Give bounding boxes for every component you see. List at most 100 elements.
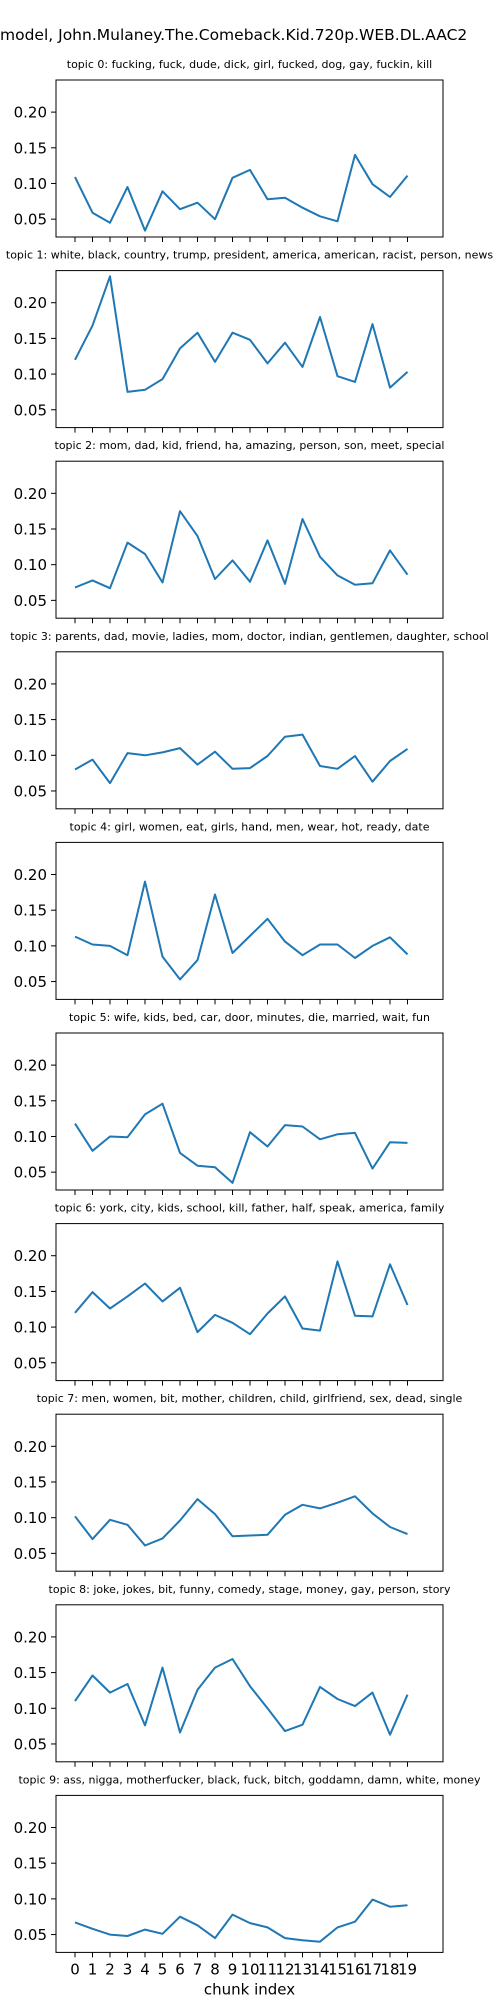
y-tick-label: 0.10: [14, 747, 47, 765]
x-tick-label: 11: [258, 1960, 277, 1978]
panel-title-0: topic 0: fucking, fuck, dude, dick, girl…: [67, 58, 432, 71]
x-tick-label: 1: [88, 1960, 98, 1978]
axes-frame-4: [56, 842, 443, 999]
x-tick-label: 14: [310, 1960, 329, 1978]
series-line-2: [75, 511, 408, 588]
y-tick-label: 0.05: [14, 782, 47, 800]
series-line-1: [75, 276, 408, 392]
x-tick-label: 4: [140, 1960, 150, 1978]
topic-panel-7: topic 7: men, women, bit, mother, childr…: [14, 1392, 463, 1576]
y-tick-label: 0.20: [14, 294, 47, 312]
y-tick-label: 0.15: [14, 1092, 47, 1110]
y-tick-label: 0.20: [14, 485, 47, 503]
axes-frame-3: [56, 652, 443, 809]
topic-panel-5: topic 5: wife, kids, bed, car, door, min…: [14, 1011, 443, 1195]
y-tick-label: 0.15: [14, 520, 47, 538]
topic-panel-6: topic 6: york, city, kids, school, kill,…: [14, 1202, 445, 1386]
topic-panel-4: topic 4: girl, women, eat, girls, hand, …: [14, 820, 443, 1004]
y-tick-label: 0.20: [14, 675, 47, 693]
topic-panel-3: topic 3: parents, dad, movie, ladies, mo…: [10, 630, 488, 814]
y-tick-label: 0.10: [14, 366, 47, 384]
y-tick-label: 0.10: [14, 1509, 47, 1527]
panel-title-6: topic 6: york, city, kids, school, kill,…: [55, 1202, 445, 1215]
axes-frame-5: [56, 1033, 443, 1190]
x-tick-label: 18: [380, 1960, 399, 1978]
y-tick-label: 0.15: [14, 330, 47, 348]
axes-frame-2: [56, 461, 443, 618]
y-tick-label: 0.15: [14, 1473, 47, 1491]
axes-frame-9: [56, 1795, 443, 1952]
y-tick-label: 0.05: [14, 1545, 47, 1563]
y-tick-label: 0.20: [14, 104, 47, 122]
series-line-8: [75, 1659, 408, 1735]
panel-title-9: topic 9: ass, nigga, motherfucker, black…: [18, 1773, 481, 1786]
x-tick-label: 19: [398, 1960, 417, 1978]
y-tick-label: 0.20: [14, 1057, 47, 1075]
topic-panel-2: topic 2: mom, dad, kid, friend, ha, amaz…: [14, 439, 445, 623]
y-tick-label: 0.05: [14, 401, 47, 419]
y-tick-label: 0.10: [14, 937, 47, 955]
x-tick-label: 6: [175, 1960, 185, 1978]
x-tick-label: 0: [70, 1960, 80, 1978]
y-tick-label: 0.20: [14, 1438, 47, 1456]
y-tick-label: 0.15: [14, 902, 47, 920]
x-tick-label: 13: [293, 1960, 312, 1978]
y-tick-label: 0.10: [14, 175, 47, 193]
series-line-4: [75, 882, 408, 980]
x-tick-label: 15: [328, 1960, 347, 1978]
y-tick-label: 0.15: [14, 1283, 47, 1301]
y-tick-label: 0.10: [14, 1319, 47, 1337]
y-tick-label: 0.20: [14, 1819, 47, 1837]
panel-title-1: topic 1: white, black, country, trump, p…: [6, 249, 493, 262]
axes-frame-7: [56, 1414, 443, 1571]
y-tick-label: 0.05: [14, 973, 47, 991]
y-tick-label: 0.05: [14, 1354, 47, 1372]
x-tick-label: 9: [228, 1960, 238, 1978]
x-tick-label: 17: [363, 1960, 382, 1978]
y-tick-label: 0.10: [14, 1128, 47, 1146]
y-tick-label: 0.05: [14, 1735, 47, 1753]
x-tick-label: 12: [275, 1960, 294, 1978]
axes-frame-8: [56, 1605, 443, 1762]
series-line-7: [75, 1496, 408, 1545]
panel-title-8: topic 8: joke, jokes, bit, funny, comedy…: [49, 1583, 451, 1596]
series-line-0: [75, 155, 408, 231]
x-tick-label: 7: [193, 1960, 203, 1978]
y-tick-label: 0.15: [14, 1855, 47, 1873]
series-line-5: [75, 1104, 408, 1183]
y-tick-label: 0.10: [14, 1700, 47, 1718]
axes-frame-6: [56, 1224, 443, 1381]
series-line-3: [75, 735, 408, 784]
topic-panel-9: topic 9: ass, nigga, motherfucker, black…: [14, 1773, 481, 1957]
y-tick-label: 0.20: [14, 1247, 47, 1265]
x-tick-label: 10: [240, 1960, 259, 1978]
topic-panel-0: topic 0: fucking, fuck, dude, dick, girl…: [14, 58, 443, 242]
panel-title-5: topic 5: wife, kids, bed, car, door, min…: [69, 1011, 430, 1024]
y-tick-label: 0.05: [14, 1164, 47, 1182]
panel-title-3: topic 3: parents, dad, movie, ladies, mo…: [10, 630, 488, 643]
x-tick-label: 5: [158, 1960, 168, 1978]
y-tick-label: 0.05: [14, 1926, 47, 1944]
x-axis-label: chunk index: [204, 1980, 295, 1998]
y-tick-label: 0.05: [14, 211, 47, 229]
series-line-9: [75, 1900, 408, 1942]
y-tick-label: 0.10: [14, 1890, 47, 1908]
y-tick-label: 0.15: [14, 711, 47, 729]
y-tick-label: 0.10: [14, 556, 47, 574]
y-tick-label: 0.20: [14, 866, 47, 884]
x-tick-label: 16: [345, 1960, 364, 1978]
y-tick-label: 0.15: [14, 1664, 47, 1682]
topic-panel-8: topic 8: joke, jokes, bit, funny, comedy…: [14, 1583, 451, 1767]
y-tick-label: 0.15: [14, 139, 47, 157]
axes-frame-1: [56, 271, 443, 428]
panel-title-2: topic 2: mom, dad, kid, friend, ha, amaz…: [55, 439, 445, 452]
panel-title-7: topic 7: men, women, bit, mother, childr…: [37, 1392, 463, 1405]
series-line-6: [75, 1261, 408, 1334]
x-tick-label: 8: [210, 1960, 220, 1978]
topic-panel-1: topic 1: white, black, country, trump, p…: [6, 249, 493, 433]
y-tick-label: 0.20: [14, 1628, 47, 1646]
x-tick-label: 2: [105, 1960, 115, 1978]
panel-title-4: topic 4: girl, women, eat, girls, hand, …: [70, 820, 430, 833]
x-tick-label: 3: [123, 1960, 133, 1978]
